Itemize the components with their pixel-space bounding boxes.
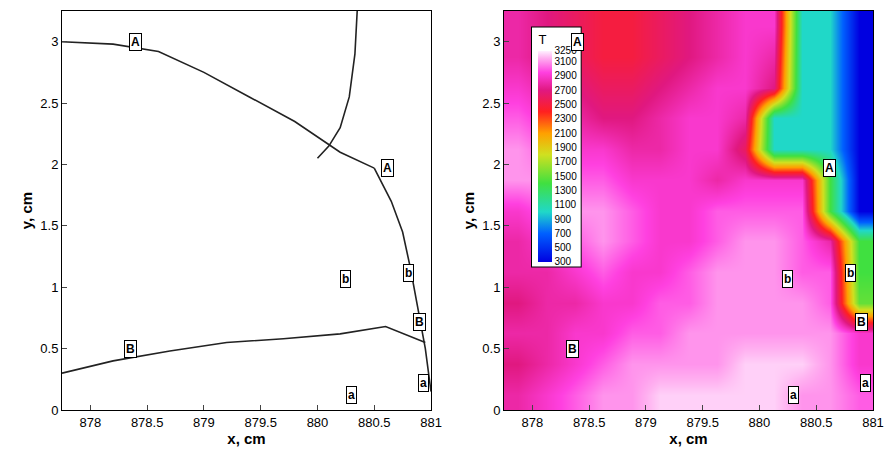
svg-text:A: A (383, 161, 392, 175)
svg-text:a: a (862, 376, 869, 390)
svg-text:0.5: 0.5 (40, 341, 58, 356)
svg-text:a: a (790, 388, 797, 402)
svg-text:880.5: 880.5 (358, 415, 391, 430)
svg-text:1500: 1500 (555, 171, 578, 182)
svg-text:T: T (538, 32, 546, 47)
svg-text:880.5: 880.5 (800, 415, 833, 430)
svg-text:0: 0 (493, 403, 500, 418)
svg-text:2300: 2300 (555, 113, 578, 124)
svg-text:2.5: 2.5 (482, 96, 500, 111)
svg-text:879.5: 879.5 (686, 415, 719, 430)
svg-text:1700: 1700 (555, 156, 578, 167)
svg-text:1300: 1300 (555, 185, 578, 196)
svg-text:1: 1 (51, 280, 58, 295)
svg-text:a: a (420, 376, 427, 390)
svg-text:y, cm: y, cm (460, 192, 477, 229)
svg-text:1.5: 1.5 (40, 218, 58, 233)
svg-text:881: 881 (862, 415, 884, 430)
svg-text:2900: 2900 (555, 70, 578, 81)
svg-text:879: 879 (193, 415, 215, 430)
svg-text:1900: 1900 (555, 142, 578, 153)
svg-text:881: 881 (420, 415, 442, 430)
svg-text:B: B (568, 342, 577, 356)
svg-text:878.5: 878.5 (573, 415, 606, 430)
svg-text:A: A (825, 161, 834, 175)
svg-text:878.5: 878.5 (131, 415, 164, 430)
svg-text:880: 880 (307, 415, 329, 430)
svg-text:B: B (857, 315, 866, 329)
svg-text:B: B (126, 342, 135, 356)
svg-text:y, cm: y, cm (18, 192, 35, 229)
svg-text:b: b (847, 266, 854, 280)
svg-text:879: 879 (635, 415, 657, 430)
svg-text:3: 3 (493, 34, 500, 49)
svg-text:b: b (405, 266, 412, 280)
svg-text:3100: 3100 (555, 56, 578, 67)
svg-text:2.5: 2.5 (40, 96, 58, 111)
svg-text:2700: 2700 (555, 85, 578, 96)
svg-text:300: 300 (555, 256, 572, 267)
svg-text:2: 2 (493, 157, 500, 172)
svg-text:a: a (348, 388, 355, 402)
svg-text:3250: 3250 (555, 45, 578, 56)
svg-text:1.5: 1.5 (482, 218, 500, 233)
svg-text:B: B (415, 315, 424, 329)
svg-text:3: 3 (51, 34, 58, 49)
svg-text:b: b (784, 272, 791, 286)
svg-text:878: 878 (522, 415, 544, 430)
svg-text:1100: 1100 (555, 199, 577, 210)
svg-text:879.5: 879.5 (244, 415, 277, 430)
svg-text:878: 878 (80, 415, 102, 430)
svg-text:b: b (342, 272, 349, 286)
svg-text:1: 1 (493, 280, 500, 295)
svg-text:2100: 2100 (555, 128, 578, 139)
svg-text:x, cm: x, cm (669, 430, 707, 447)
svg-text:2500: 2500 (555, 99, 578, 110)
svg-text:700: 700 (555, 228, 572, 239)
svg-text:0: 0 (51, 403, 58, 418)
svg-text:A: A (131, 35, 140, 49)
svg-text:2: 2 (51, 157, 58, 172)
svg-text:x, cm: x, cm (227, 430, 265, 447)
svg-text:0.5: 0.5 (482, 341, 500, 356)
svg-text:880: 880 (749, 415, 771, 430)
svg-text:A: A (573, 35, 582, 49)
svg-text:900: 900 (555, 214, 572, 225)
svg-text:500: 500 (555, 242, 572, 253)
